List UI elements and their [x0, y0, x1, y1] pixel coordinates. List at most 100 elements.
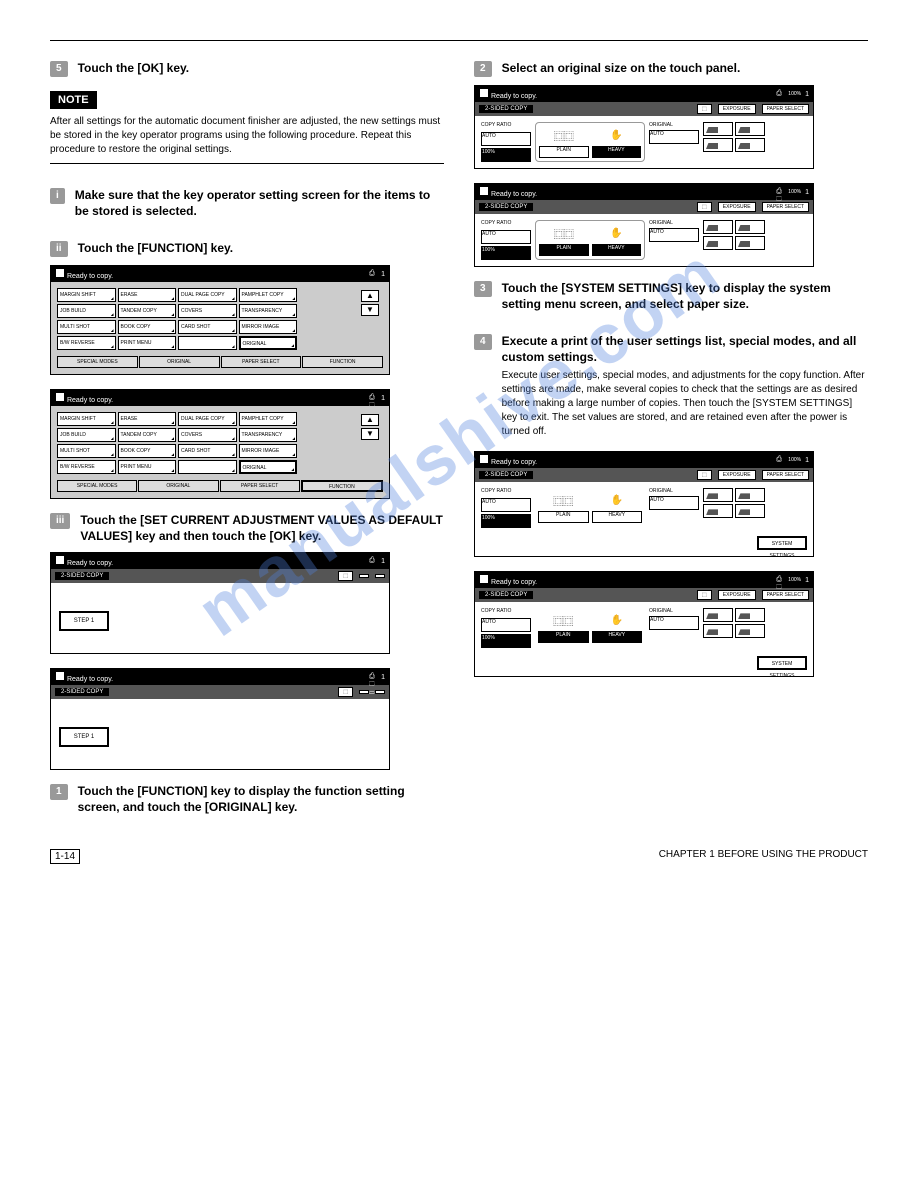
mode-btn[interactable]: MARGIN SHIFT	[57, 412, 116, 426]
tab-paper[interactable]: PAPER SELECT	[762, 104, 809, 114]
mode-btn[interactable]: PRINT MENU	[118, 336, 177, 350]
cassette-4[interactable]	[735, 138, 765, 152]
cassette-3[interactable]	[703, 624, 733, 638]
heavy-button[interactable]: HEAVY	[592, 631, 643, 643]
down-arrow-button[interactable]: ▼	[361, 304, 379, 316]
cassette-1[interactable]	[703, 608, 733, 622]
bottom-tab[interactable]: PAPER SELECT	[220, 480, 300, 492]
mode-btn[interactable]: ERASE	[118, 412, 177, 426]
tab-output[interactable]: ⬚	[697, 202, 712, 212]
mode-btn[interactable]: ERASE	[118, 288, 177, 302]
original-auto-box[interactable]: AUTO	[649, 130, 699, 144]
original-auto-box[interactable]: AUTO	[649, 616, 699, 630]
tab[interactable]	[359, 574, 369, 578]
original-auto-box[interactable]: AUTO	[649, 496, 699, 510]
mode-btn[interactable]: MARGIN SHIFT	[57, 288, 116, 302]
up-arrow-button[interactable]: ▲	[361, 414, 379, 426]
mode-btn[interactable]: PAMPHLET COPY	[239, 412, 298, 426]
mode-btn[interactable]: B/W REVERSE	[57, 460, 116, 474]
mode-btn[interactable]: B/W REVERSE	[57, 336, 116, 350]
tab[interactable]	[359, 690, 369, 694]
mode-btn[interactable]: CARD SHOT	[178, 320, 237, 334]
auto-box[interactable]: AUTO	[481, 230, 531, 244]
mode-btn[interactable]: MULTI SHOT	[57, 444, 116, 458]
bottom-tab[interactable]: ORIGINAL	[138, 480, 218, 492]
auto-box[interactable]: AUTO	[481, 498, 531, 512]
mode-btn[interactable]: TANDEM COPY	[118, 428, 177, 442]
cassette-1[interactable]	[703, 122, 733, 136]
mode-btn[interactable]	[178, 460, 237, 474]
cassette-4[interactable]	[735, 504, 765, 518]
mode-btn[interactable]: BOOK COPY	[118, 320, 177, 334]
system-settings-button[interactable]: SYSTEM SETTINGS	[757, 536, 807, 550]
plain-button[interactable]: PLAIN	[539, 244, 589, 256]
cassette-4[interactable]	[735, 624, 765, 638]
mode-btn[interactable]: ORIGINAL	[239, 336, 298, 350]
tab-output[interactable]: ⬚	[697, 470, 712, 480]
cassette-4[interactable]	[735, 236, 765, 250]
tab-exposure[interactable]: EXPOSURE	[718, 104, 756, 114]
plain-button[interactable]: PLAIN	[538, 631, 589, 643]
heavy-button[interactable]: HEAVY	[592, 511, 643, 523]
mode-btn[interactable]: COVERS	[178, 428, 237, 442]
cassette-2[interactable]	[735, 488, 765, 502]
tab[interactable]	[375, 690, 385, 694]
heavy-button[interactable]: HEAVY	[592, 146, 642, 158]
tab-paper[interactable]: PAPER SELECT	[762, 590, 809, 600]
mode-btn[interactable]: DUAL PAGE COPY	[178, 288, 237, 302]
cassette-3[interactable]	[703, 236, 733, 250]
cassette-1[interactable]	[703, 220, 733, 234]
mode-btn[interactable]: TANDEM COPY	[118, 304, 177, 318]
bottom-tab[interactable]: ORIGINAL	[139, 356, 220, 368]
bottom-tab[interactable]: FUNCTION	[302, 356, 383, 368]
mode-btn[interactable]: JOB BUILD	[57, 428, 116, 442]
cassette-2[interactable]	[735, 608, 765, 622]
ratio-box[interactable]: 100%	[481, 634, 531, 648]
system-settings-button[interactable]: SYSTEM SETTINGS	[757, 656, 807, 670]
mode-btn[interactable]: PAMPHLET COPY	[239, 288, 298, 302]
mode-btn[interactable]: TRANSPARENCY	[239, 428, 298, 442]
tab-exposure[interactable]: EXPOSURE	[718, 202, 756, 212]
cassette-3[interactable]	[703, 138, 733, 152]
original-auto-box[interactable]: AUTO	[649, 228, 699, 242]
cassette-1[interactable]	[703, 488, 733, 502]
tab-paper[interactable]: PAPER SELECT	[762, 202, 809, 212]
mode-btn[interactable]	[178, 336, 237, 350]
mode-btn[interactable]: MIRROR IMAGE	[239, 320, 298, 334]
bottom-tab[interactable]: FUNCTION	[301, 480, 383, 492]
tab-output[interactable]: ⬚	[697, 590, 712, 600]
bottom-tab[interactable]: SPECIAL MODES	[57, 356, 138, 368]
tab-output[interactable]: ⬚	[697, 104, 712, 114]
tab-exposure[interactable]: EXPOSURE	[718, 590, 756, 600]
mode-btn[interactable]: DUAL PAGE COPY	[178, 412, 237, 426]
tab-paper[interactable]: PAPER SELECT	[762, 470, 809, 480]
mode-btn[interactable]: BOOK COPY	[118, 444, 177, 458]
auto-box[interactable]: AUTO	[481, 132, 531, 146]
step1-button[interactable]: STEP 1	[59, 727, 109, 747]
auto-box[interactable]: AUTO	[481, 618, 531, 632]
mode-btn[interactable]: TRANSPARENCY	[239, 304, 298, 318]
heavy-button[interactable]: HEAVY	[592, 244, 642, 256]
plain-button[interactable]: PLAIN	[539, 146, 589, 158]
down-arrow-button[interactable]: ▼	[361, 428, 379, 440]
bottom-tab[interactable]: PAPER SELECT	[221, 356, 302, 368]
mode-btn[interactable]: ORIGINAL	[239, 460, 298, 474]
cassette-2[interactable]	[735, 122, 765, 136]
cassette-2[interactable]	[735, 220, 765, 234]
mode-btn[interactable]: MULTI SHOT	[57, 320, 116, 334]
tab[interactable]: ⬚	[338, 571, 353, 581]
tab[interactable]	[375, 574, 385, 578]
step1-button[interactable]: STEP 1	[59, 611, 109, 631]
mode-btn[interactable]: MIRROR IMAGE	[239, 444, 298, 458]
mode-btn[interactable]: CARD SHOT	[178, 444, 237, 458]
mode-btn[interactable]: PRINT MENU	[118, 460, 177, 474]
tab[interactable]: ⬚	[338, 687, 353, 697]
mode-btn[interactable]: JOB BUILD	[57, 304, 116, 318]
up-arrow-button[interactable]: ▲	[361, 290, 379, 302]
cassette-3[interactable]	[703, 504, 733, 518]
mode-btn[interactable]: COVERS	[178, 304, 237, 318]
ratio-box[interactable]: 100%	[481, 514, 531, 528]
ratio-box[interactable]: 100%	[481, 148, 531, 162]
ratio-box[interactable]: 100%	[481, 246, 531, 260]
plain-button[interactable]: PLAIN	[538, 511, 589, 523]
